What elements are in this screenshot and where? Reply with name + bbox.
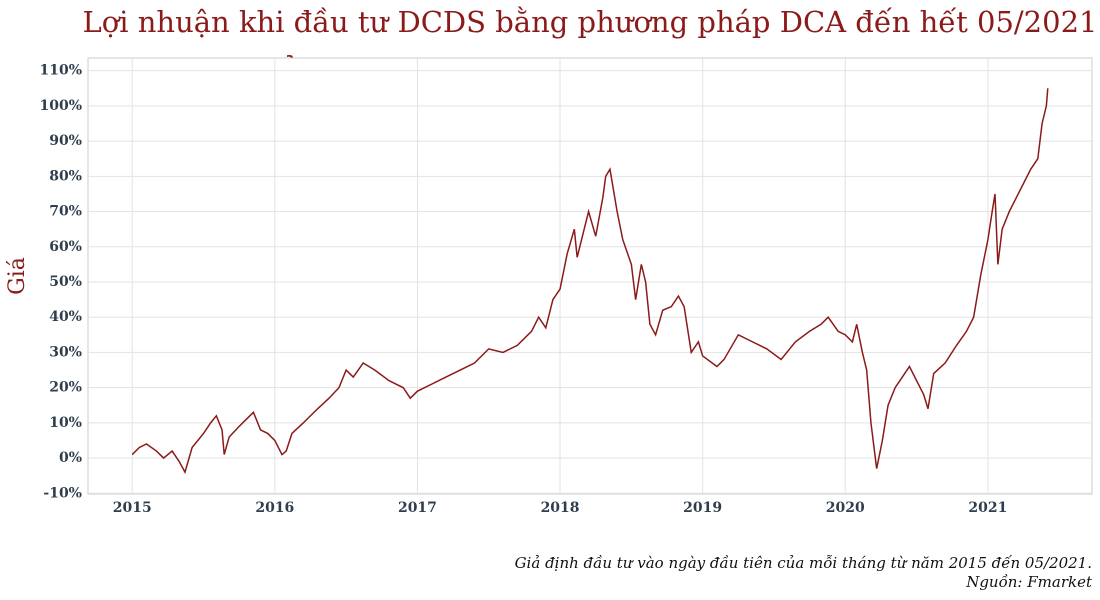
x-tick-label: 2016 [255, 500, 294, 516]
x-tick-label: 2020 [826, 500, 865, 516]
y-axis-label: Giá [5, 257, 30, 295]
chart-title: Lợi nhuận khi đầu tư DCDS bằng phương ph… [83, 5, 1098, 39]
y-tick-label: 40% [49, 309, 82, 325]
x-tick-label: 2015 [113, 500, 152, 516]
y-tick-label: 50% [49, 274, 82, 290]
y-tick-label: 100% [39, 98, 82, 114]
y-tick-label: 20% [49, 380, 82, 396]
y-tick-label: 90% [49, 133, 82, 149]
y-tick-label: -10% [43, 485, 82, 501]
y-tick-label: 80% [49, 168, 82, 184]
y-tick-label: 70% [49, 204, 82, 220]
footnote: Giả định đầu tư vào ngày đầu tiên của mỗ… [515, 554, 1092, 572]
plot-area [87, 57, 1093, 495]
y-tick-label: 60% [49, 239, 82, 255]
x-tick-label: 2021 [968, 500, 1007, 516]
footnote: Nguồn: Fmarket [965, 573, 1093, 591]
y-tick-label: 110% [39, 63, 82, 79]
x-tick-label: 2019 [683, 500, 722, 516]
line [131, 88, 1049, 475]
x-tick-label: 2017 [398, 500, 437, 516]
y-tick-label: 10% [49, 415, 82, 431]
y-tick-label: 30% [49, 344, 82, 360]
x-tick-label: 2018 [541, 500, 580, 516]
y-tick-label: 0% [59, 450, 82, 466]
